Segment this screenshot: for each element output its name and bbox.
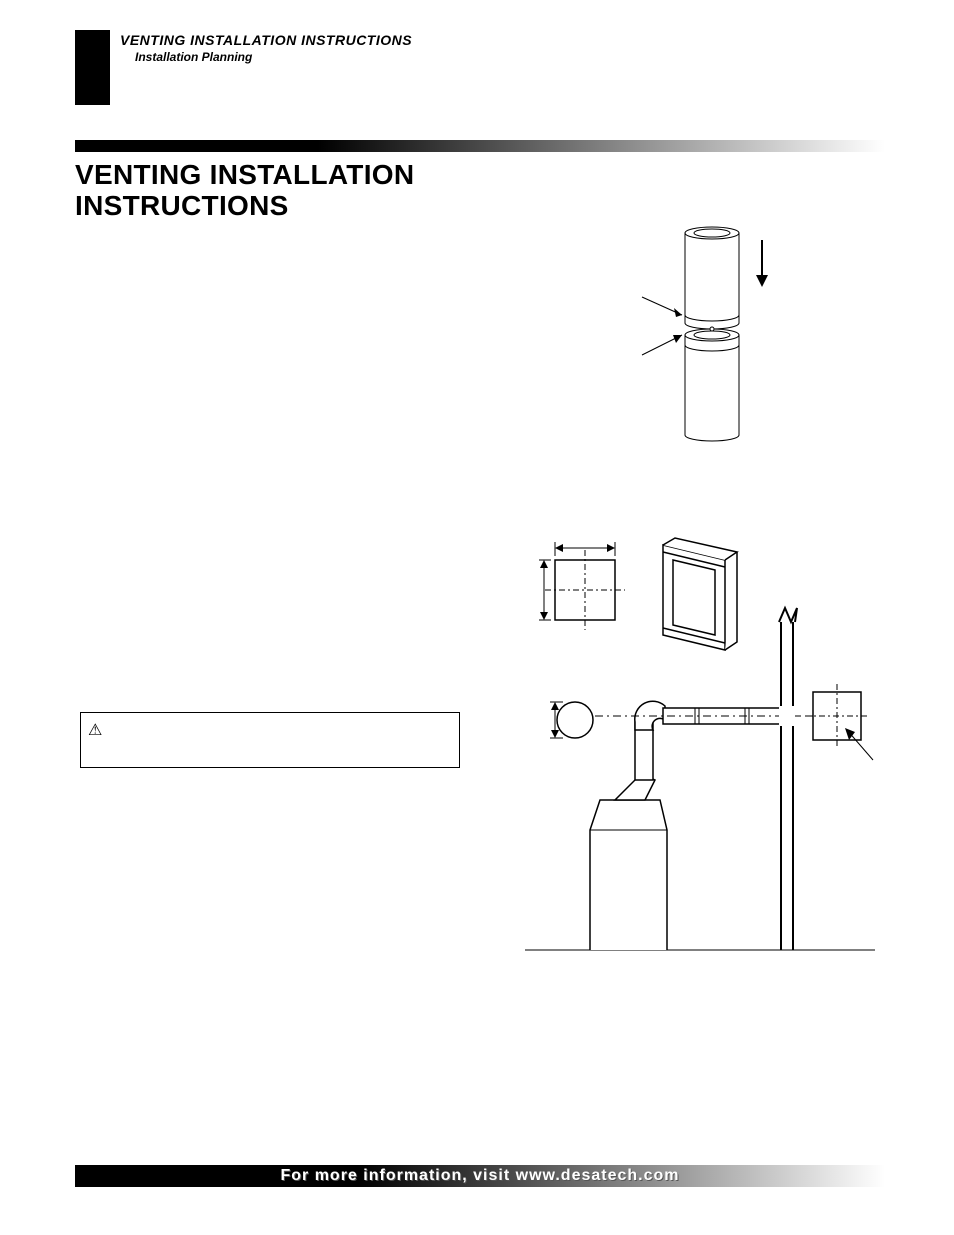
figure-pipe-coupling [630, 225, 800, 445]
page-title: VENTING INSTALLATIONINSTRUCTIONS [75, 160, 414, 222]
page-container: VENTING INSTALLATION INSTRUCTIONS Instal… [0, 0, 954, 1235]
running-head-title: VENTING INSTALLATION INSTRUCTIONS [120, 32, 412, 48]
divider-gradient-top [75, 140, 885, 152]
warning-icon: ⚠ [88, 720, 102, 740]
footer-url: For more information, visit www.desatech… [75, 1165, 885, 1187]
figure-vent-assembly [495, 530, 880, 970]
page-title-line1: VENTING INSTALLATIONINSTRUCTIONS [75, 159, 414, 221]
warning-box [80, 712, 460, 768]
margin-tab [75, 30, 110, 105]
running-head-subtitle: Installation Planning [135, 50, 252, 64]
